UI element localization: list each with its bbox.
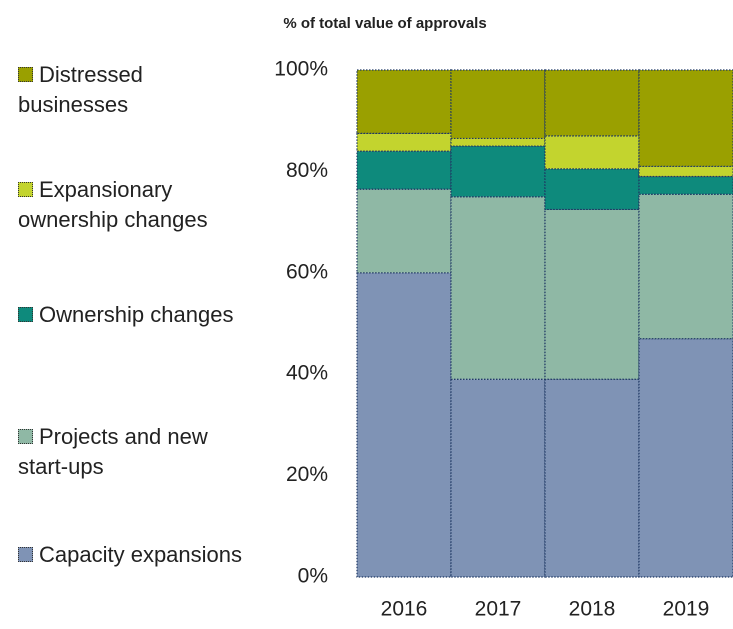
- legend-label: Projects and new start-ups: [18, 424, 208, 479]
- legend-swatch: [18, 307, 33, 322]
- bar-segment: [638, 193, 733, 340]
- legend-label: Ownership changes: [39, 302, 234, 327]
- legend-entry: Ownership changes: [18, 300, 253, 330]
- y-tick-label: 100%: [274, 58, 328, 81]
- bar-segment: [450, 69, 546, 140]
- legend-entry: Projects and new start-ups: [18, 422, 253, 482]
- y-tick-label: 20%: [286, 463, 328, 486]
- legend-label: Distressed businesses: [18, 62, 143, 117]
- bar-segment: [544, 168, 640, 211]
- bar-segment: [356, 150, 452, 190]
- bar-segment: [356, 272, 452, 578]
- bar-segment: [450, 196, 546, 380]
- bar-segment: [450, 145, 546, 198]
- y-tick-label: 0%: [298, 565, 328, 588]
- bar-segment: [638, 69, 733, 167]
- legend-swatch: [18, 182, 33, 197]
- legend-swatch: [18, 429, 33, 444]
- bar-segment: [450, 137, 546, 147]
- bar-segment: [544, 208, 640, 380]
- x-tick-label: 2018: [569, 598, 616, 621]
- x-tick-label: 2019: [663, 598, 710, 621]
- bar-segment: [450, 378, 546, 578]
- bar-segment: [544, 69, 640, 137]
- y-tick-label: 60%: [286, 260, 328, 283]
- chart-title: % of total value of approvals: [283, 15, 486, 32]
- legend-entry: Distressed businesses: [18, 60, 253, 120]
- legend-entry: Capacity expansions: [18, 540, 253, 570]
- legend-label: Expansionary ownership changes: [18, 177, 208, 232]
- x-tick-label: 2016: [381, 598, 428, 621]
- bar-segment: [638, 338, 733, 578]
- legend-label: Capacity expansions: [39, 542, 243, 567]
- bar-segment: [356, 132, 452, 152]
- bar-segment: [356, 69, 452, 134]
- legend-swatch: [18, 67, 33, 82]
- y-tick-label: 40%: [286, 362, 328, 385]
- x-tick-label: 2017: [475, 598, 522, 621]
- bar-segment: [544, 135, 640, 170]
- bar-segment: [356, 188, 452, 274]
- bar-segment: [638, 175, 733, 195]
- y-tick-label: 80%: [286, 159, 328, 182]
- legend-swatch: [18, 547, 33, 562]
- bar-segment: [638, 165, 733, 178]
- bar-segment: [544, 378, 640, 578]
- legend-entry: Expansionary ownership changes: [18, 175, 253, 235]
